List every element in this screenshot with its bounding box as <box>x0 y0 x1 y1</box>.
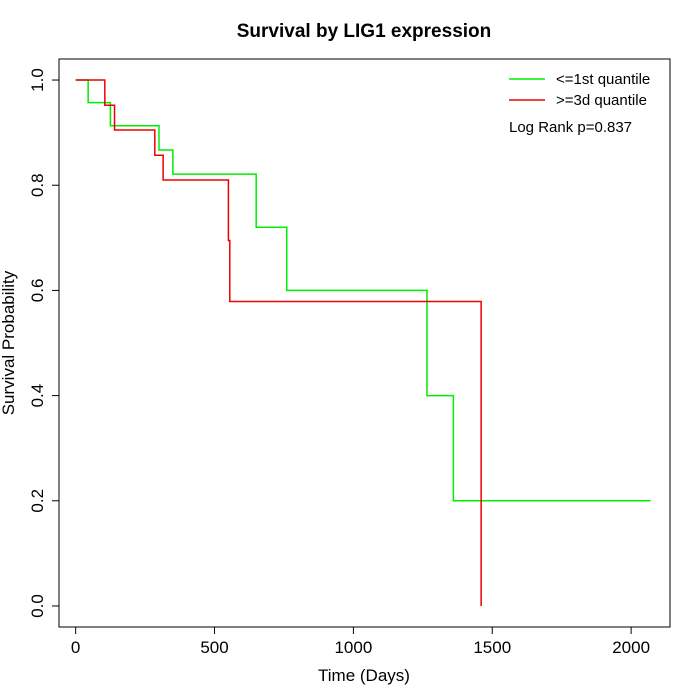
series-layer <box>75 79 651 606</box>
x-tick-label: 0 <box>71 638 80 657</box>
x-axis: 0 500 1000 1500 2000 <box>71 626 650 657</box>
x-tick-label: 1500 <box>473 638 511 657</box>
log-rank-annotation: Log Rank p=0.837 <box>509 119 632 136</box>
y-tick-label: 0.0 <box>28 594 47 618</box>
survival-curve-1 <box>75 79 651 502</box>
x-axis-label: Time (Days) <box>318 666 410 685</box>
survival-curve-2 <box>75 79 482 606</box>
x-tick-label: 2000 <box>612 638 650 657</box>
legend-label: >=3d quantile <box>556 92 647 109</box>
y-tick-label: 0.4 <box>28 384 47 408</box>
y-axis: 0.0 0.2 0.4 0.6 0.8 1.0 <box>28 68 60 618</box>
chart-title: Survival by LIG1 expression <box>237 21 492 42</box>
x-tick-label: 500 <box>200 638 228 657</box>
plot-frame <box>58 58 671 628</box>
y-tick-label: 0.2 <box>28 489 47 513</box>
y-tick-label: 0.6 <box>28 279 47 303</box>
y-tick-label: 1.0 <box>28 68 47 92</box>
y-axis-label: Survival Probability <box>0 270 18 415</box>
legend: <=1st quantile >=3d quantile <box>509 71 650 109</box>
y-tick-label: 0.8 <box>28 173 47 197</box>
legend-label: <=1st quantile <box>556 71 650 88</box>
x-tick-label: 1000 <box>334 638 372 657</box>
